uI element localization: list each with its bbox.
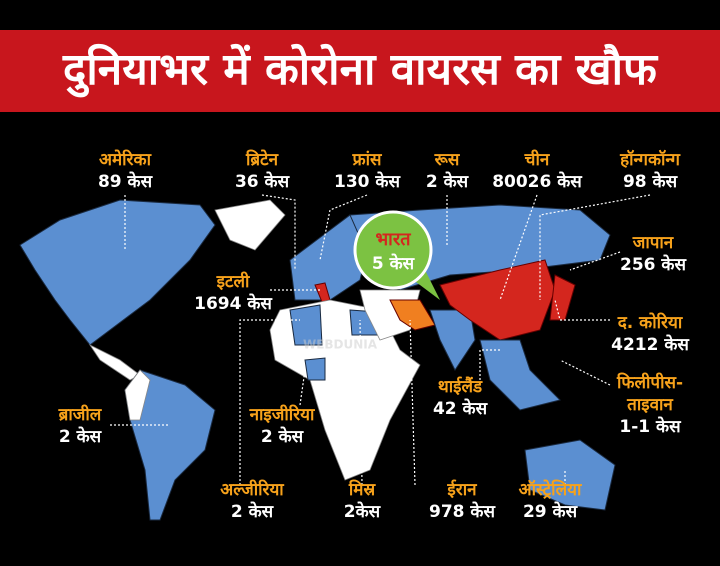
country-name: ब्राजील [58,404,103,425]
country-name: थाईलैंड [438,376,483,397]
country-name: अल्जीरिया [220,479,284,500]
case-count: 256 केस [620,254,687,275]
country-name: ब्रिटेन [245,149,279,170]
watermark: WEBDUNIA [303,338,378,352]
title: दुनियाभर में कोरोना वायरस का खौफ [62,43,659,98]
country-name: नाइजीरिया [249,404,315,425]
country-name: ऑस्ट्रेलिया [519,479,582,500]
case-count: 2केस [344,501,382,522]
india-callout [353,210,440,300]
case-count: 130 केस [334,171,401,192]
country-name: मिस्र [348,479,377,500]
case-count: 2 केस [426,171,470,192]
case-count: 1694 केस [194,293,273,314]
case-count: 89 केस [98,171,154,192]
country-name: ईरान [446,479,477,500]
case-count: 36 केस [235,171,291,192]
case-count: 98 केस [623,171,679,192]
title-banner [0,30,720,112]
case-count: 80026 केस [492,171,583,192]
callout-cases: 5 केस [372,253,416,274]
case-count: 42 केस [433,398,489,419]
case-count: 978 केस [429,501,496,522]
case-count: 2 केस [59,426,103,447]
case-count: 29 केस [523,501,579,522]
callout-name: भारत [376,229,412,250]
case-count: 1-1 केस [619,416,682,437]
country-name: चीन [524,149,550,170]
country-name: अमेरिका [99,149,152,170]
country-name: फिलीपीस- [616,372,683,393]
country-name: ताइवान [626,395,673,415]
leader-lines [110,194,651,486]
country-name: रूस [434,150,461,170]
case-count: 4212 केस [611,334,690,355]
case-count: 2 केस [261,426,305,447]
country-name: द. कोरिया [617,312,683,333]
country-name: इटली [216,271,250,292]
country-name: हॉन्गकॉन्ग [619,149,681,170]
country-name: फ्रांस [351,150,383,170]
case-count: 2 केस [231,501,275,522]
country-name: जापान [632,233,674,253]
